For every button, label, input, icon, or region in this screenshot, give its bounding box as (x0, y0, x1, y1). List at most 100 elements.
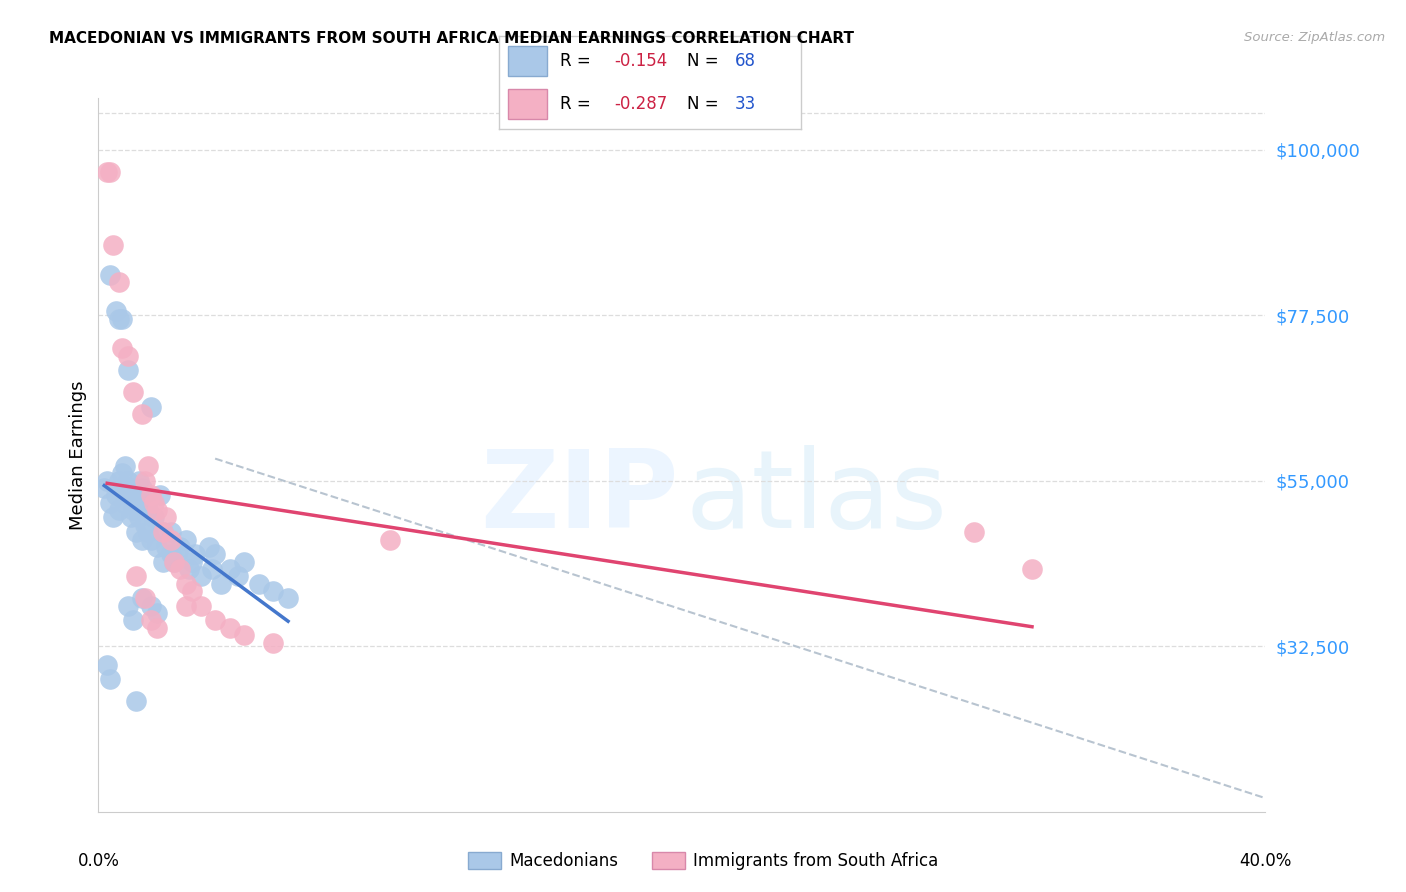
Point (146, 540, 169, 554)
Point (247, 576, 270, 591)
Point (136, 525, 159, 540)
Point (163, 555, 186, 569)
Point (125, 569, 148, 583)
Point (120, 510, 142, 524)
Point (163, 555, 186, 569)
Point (139, 400, 162, 414)
Point (134, 496, 156, 510)
Point (174, 533, 197, 547)
Point (174, 599, 197, 613)
Text: atlas: atlas (685, 445, 948, 550)
Point (160, 525, 183, 540)
Point (139, 614, 162, 628)
Point (201, 562, 224, 576)
Point (120, 481, 142, 495)
Point (204, 614, 226, 628)
Point (131, 408, 153, 422)
Point (96, 657, 118, 672)
Point (262, 635, 284, 649)
Point (98, 268, 121, 282)
Point (131, 591, 153, 606)
Text: -0.287: -0.287 (614, 95, 668, 113)
Point (108, 311, 131, 326)
Point (146, 503, 169, 517)
Point (139, 488, 162, 502)
Point (190, 569, 212, 583)
Point (136, 458, 159, 473)
Point (98, 164, 121, 178)
Point (122, 488, 145, 502)
FancyBboxPatch shape (508, 46, 547, 76)
Text: 33: 33 (735, 95, 756, 113)
Point (104, 304, 127, 318)
Point (111, 341, 134, 355)
Point (378, 533, 402, 547)
Point (183, 547, 205, 561)
Point (131, 533, 153, 547)
Point (169, 562, 191, 576)
Point (117, 488, 139, 502)
Point (98, 496, 121, 510)
Point (96, 474, 118, 488)
Point (114, 496, 136, 510)
Point (114, 458, 136, 473)
Point (169, 540, 191, 554)
Y-axis label: Median Earnings: Median Earnings (69, 380, 87, 530)
Text: ZIP: ZIP (479, 445, 679, 550)
Text: N =: N = (686, 95, 724, 113)
Point (218, 621, 240, 635)
Point (962, 525, 984, 540)
FancyBboxPatch shape (508, 89, 547, 119)
Point (142, 510, 165, 524)
Point (139, 533, 162, 547)
Point (190, 599, 212, 613)
Text: R =: R = (560, 52, 596, 70)
Point (117, 363, 139, 377)
Point (122, 614, 145, 628)
Text: 40.0%: 40.0% (1239, 852, 1292, 871)
Point (117, 474, 139, 488)
Text: 68: 68 (735, 52, 756, 70)
Point (139, 599, 162, 613)
Text: N =: N = (686, 52, 724, 70)
Point (152, 525, 174, 540)
Point (111, 467, 134, 481)
Point (209, 576, 232, 591)
Point (146, 606, 169, 620)
Point (177, 562, 200, 576)
Point (146, 621, 169, 635)
Point (128, 510, 150, 524)
Point (142, 496, 165, 510)
Point (93, 481, 115, 495)
Point (218, 562, 240, 576)
Text: MACEDONIAN VS IMMIGRANTS FROM SOUTH AFRICA MEDIAN EARNINGS CORRELATION CHART: MACEDONIAN VS IMMIGRANTS FROM SOUTH AFRI… (49, 31, 855, 46)
Point (98, 673, 121, 687)
Point (111, 481, 134, 495)
Point (152, 555, 174, 569)
Point (101, 510, 124, 524)
Point (117, 599, 139, 613)
Point (174, 576, 197, 591)
Point (134, 474, 156, 488)
Point (262, 584, 284, 599)
Point (149, 488, 172, 502)
Point (96, 164, 118, 178)
Point (108, 474, 131, 488)
Point (125, 496, 148, 510)
Point (155, 540, 177, 554)
Point (152, 525, 174, 540)
Point (180, 584, 202, 599)
Point (134, 517, 156, 532)
Point (1021, 562, 1043, 576)
Point (104, 488, 127, 502)
Point (136, 503, 159, 517)
Point (228, 569, 250, 583)
Point (204, 547, 226, 561)
Point (131, 481, 153, 495)
Point (166, 547, 188, 561)
Point (122, 385, 145, 400)
Point (108, 275, 131, 289)
Text: 0.0%: 0.0% (77, 852, 120, 871)
Point (108, 503, 131, 517)
Point (198, 540, 221, 554)
